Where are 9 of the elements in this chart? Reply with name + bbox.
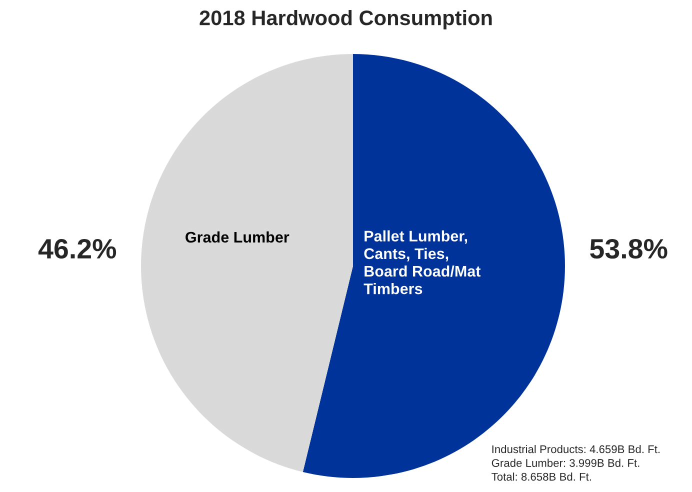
text: Industrial Products: 4.659B Bd. Ft.: [492, 445, 660, 454]
text: Total: 8.658B Bd. Ft.: [492, 472, 591, 481]
chart-title: 2018 Hardwood Consumption: [200, 10, 492, 30]
pie-slice: [141, 54, 353, 472]
data-label: 53.8%: [590, 238, 668, 259]
text: Grade Lumber: 3.999B Bd. Ft.: [492, 458, 640, 467]
slice-label: Grade Lumber: [186, 231, 290, 243]
slice-label: Pallet Lumber, Cants, Ties, Board Road/Mat Timbers: [364, 230, 481, 294]
data-label: 46.2%: [38, 238, 116, 259]
